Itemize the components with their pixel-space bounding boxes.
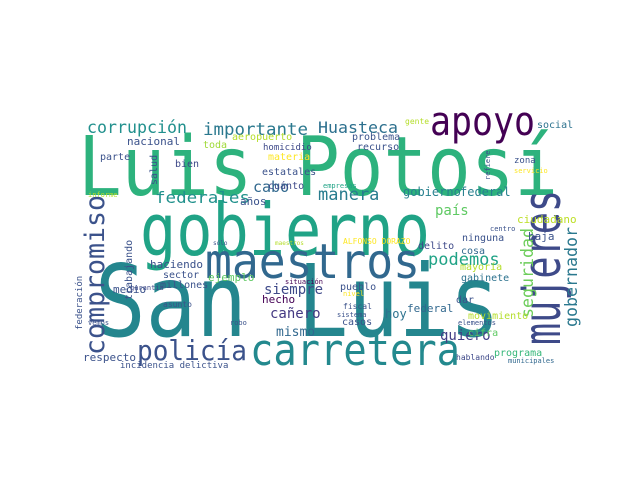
- word: medio: [113, 283, 146, 296]
- word: baja: [528, 230, 555, 243]
- word: trabajando: [124, 240, 135, 300]
- word: fiscal: [343, 302, 372, 311]
- word: casos: [342, 317, 372, 328]
- cloud-area: [75, 112, 567, 374]
- word: mismo: [276, 325, 315, 340]
- word: podemos: [428, 250, 500, 270]
- word: incidencia delictiva: [120, 361, 228, 371]
- word: nacional: [127, 135, 180, 148]
- word: federal: [460, 185, 511, 199]
- word: movimiento: [468, 311, 528, 322]
- word: carretera: [250, 325, 460, 376]
- word: apoyo: [430, 99, 535, 145]
- word: manera: [318, 185, 379, 205]
- word: vemos: [88, 319, 109, 327]
- word: importante: [203, 120, 308, 140]
- word: refiere: [484, 150, 492, 180]
- word: federales: [155, 188, 250, 207]
- word: hecho: [262, 293, 295, 306]
- word: mujeres: [513, 190, 573, 345]
- word: San Luis: [95, 243, 500, 360]
- word: informe: [88, 191, 118, 199]
- word: ninguna: [462, 233, 504, 244]
- word: elementos: [458, 319, 496, 327]
- word: federal: [407, 302, 453, 315]
- word: cañero: [270, 306, 321, 322]
- word: mayoría: [460, 261, 502, 273]
- word: gobierno: [140, 188, 430, 272]
- word: maestros: [275, 240, 304, 247]
- word: problema: [352, 132, 400, 143]
- word: toda: [203, 140, 227, 151]
- word: haciendo: [150, 258, 203, 271]
- word: materia: [268, 152, 310, 163]
- word: Luis Potosí: [78, 120, 558, 215]
- word: zona: [514, 156, 536, 166]
- word: bien: [175, 159, 199, 170]
- word: centro: [490, 225, 515, 233]
- word: ejemplo: [208, 271, 254, 284]
- word: siempre: [264, 282, 323, 298]
- word: Huasteca: [318, 118, 398, 137]
- word: social: [537, 120, 573, 131]
- word: dar: [456, 295, 474, 306]
- word: años: [240, 195, 267, 208]
- word: seguridad: [518, 228, 538, 318]
- word: maestros: [205, 234, 420, 290]
- word: garantía: [130, 284, 164, 292]
- word: salud: [149, 155, 160, 185]
- word: servicio: [514, 167, 548, 175]
- word: municipales: [508, 357, 554, 365]
- word: sólo: [213, 240, 228, 247]
- word: pueblo: [340, 282, 376, 293]
- word: quiero: [440, 328, 491, 344]
- word: hablando: [456, 353, 495, 362]
- word: cabo: [253, 178, 289, 196]
- word: policía: [137, 334, 247, 367]
- word: asunto: [163, 300, 192, 309]
- word: robo: [230, 319, 247, 327]
- word: cifra: [468, 328, 498, 339]
- word: compromiso: [80, 195, 111, 355]
- word: país: [435, 203, 469, 219]
- word: gabinete: [461, 273, 509, 284]
- word: programa: [494, 348, 542, 359]
- word: hoy: [385, 307, 407, 321]
- word: gobierno: [403, 185, 461, 199]
- word: millones: [160, 280, 208, 291]
- word: situación: [285, 278, 323, 286]
- word: ciudadano: [517, 213, 577, 226]
- word: estatales: [262, 167, 316, 178]
- word: gobernador: [562, 227, 582, 327]
- word: recurso: [357, 142, 399, 153]
- word: homicidio: [263, 143, 312, 153]
- word: ALFONSO DORAZO: [343, 237, 411, 246]
- word: sistema: [337, 311, 367, 319]
- word: sector: [163, 270, 199, 281]
- word: nivel: [343, 290, 364, 298]
- word: cosa: [461, 246, 485, 257]
- word: aeropuerto: [232, 132, 292, 143]
- word: corrupción: [87, 118, 187, 138]
- word: cuánto: [268, 180, 304, 192]
- word: federación: [74, 276, 85, 330]
- word: respecto: [83, 351, 136, 364]
- word: delito: [418, 241, 454, 252]
- word: gente: [405, 117, 429, 126]
- word: parte: [100, 152, 130, 163]
- word: empresas: [323, 182, 357, 190]
